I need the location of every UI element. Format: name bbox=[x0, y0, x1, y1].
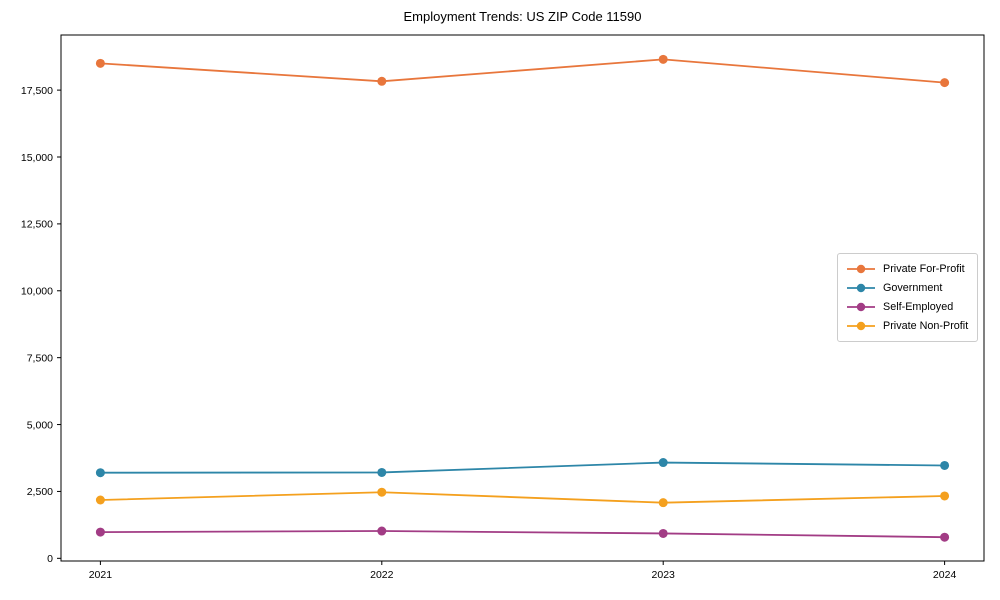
legend-item-private-for-profit: Private For-Profit bbox=[846, 261, 969, 277]
x-tick-label: 2023 bbox=[652, 569, 676, 581]
data-point-government-2021 bbox=[95, 468, 105, 478]
x-tick-label: 2024 bbox=[933, 569, 957, 581]
legend-swatch-icon bbox=[847, 322, 875, 331]
y-tick-label: 0 bbox=[47, 553, 53, 565]
data-point-private-non-profit-2023 bbox=[658, 498, 668, 508]
chart-title: Employment Trends: US ZIP Code 11590 bbox=[403, 9, 642, 24]
x-tick-label: 2022 bbox=[370, 569, 394, 581]
legend-item-government: Government bbox=[846, 280, 969, 296]
series-line-government bbox=[99, 461, 946, 474]
series-line-private-non-profit bbox=[99, 491, 946, 504]
data-point-self-employed-2024 bbox=[940, 532, 950, 542]
data-point-self-employed-2021 bbox=[95, 527, 105, 537]
legend: Private For-Profit Government Self-Employe… bbox=[837, 253, 978, 342]
y-tick-label: 15,000 bbox=[21, 152, 53, 164]
legend-item-label: Government bbox=[883, 281, 943, 294]
series-line-private-for-profit bbox=[99, 58, 946, 84]
data-point-private-non-profit-2022 bbox=[377, 487, 387, 497]
data-point-private-for-profit-2023 bbox=[658, 54, 668, 64]
legend-item-private-non-profit: Private Non-Profit bbox=[846, 318, 969, 334]
legend-item-self-employed: Self-Employed bbox=[846, 299, 969, 315]
y-tick-label: 7,500 bbox=[27, 352, 53, 364]
legend-item-label: Private Non-Profit bbox=[883, 320, 969, 333]
y-tick-label: 12,500 bbox=[21, 219, 53, 231]
legend-swatch-icon bbox=[847, 283, 875, 293]
y-tick-label: 10,000 bbox=[21, 286, 53, 298]
data-point-government-2024 bbox=[940, 460, 950, 470]
series-line-self-employed bbox=[99, 530, 946, 539]
data-point-private-for-profit-2021 bbox=[95, 58, 105, 68]
data-point-private-non-profit-2024 bbox=[940, 491, 950, 501]
data-point-government-2023 bbox=[658, 458, 668, 468]
legend-item-label: Private For-Profit bbox=[883, 262, 965, 275]
legend-item-label: Self-Employed bbox=[883, 301, 954, 314]
y-tick-label: 17,500 bbox=[21, 85, 53, 97]
data-point-self-employed-2023 bbox=[658, 528, 668, 538]
legend-swatch-icon bbox=[847, 264, 875, 273]
y-tick-label: 2,500 bbox=[27, 486, 53, 498]
plot-border bbox=[60, 34, 985, 562]
legend-swatch-icon bbox=[847, 302, 875, 312]
data-point-government-2022 bbox=[377, 467, 387, 477]
data-point-private-for-profit-2022 bbox=[377, 76, 387, 86]
data-point-private-non-profit-2021 bbox=[95, 495, 105, 505]
data-point-private-for-profit-2024 bbox=[940, 78, 950, 88]
x-tick-label: 2021 bbox=[89, 569, 113, 581]
data-point-self-employed-2022 bbox=[377, 526, 387, 536]
y-tick-label: 5,000 bbox=[27, 419, 53, 431]
